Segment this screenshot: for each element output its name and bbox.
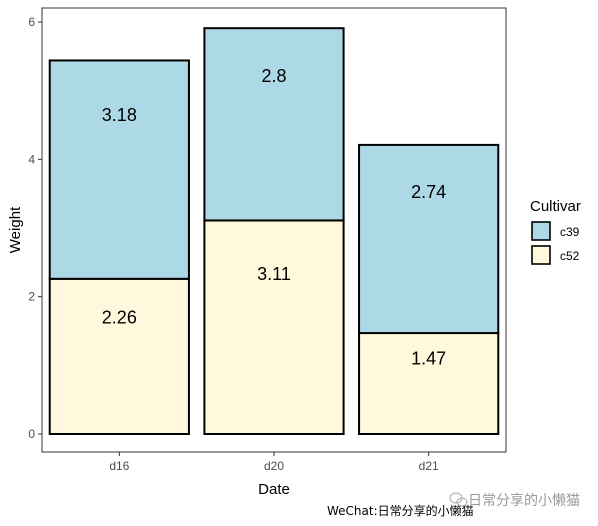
bars-group	[48, 27, 500, 435]
legend-title: Cultivar	[530, 198, 581, 215]
bar-labels-group: 2.26 3.18 3.11 2.8 1.47 2.74	[102, 66, 446, 368]
x-tick-label: d20	[264, 459, 284, 473]
bar-d20-c52	[203, 219, 345, 435]
legend-label-c52: c52	[560, 249, 580, 263]
legend: Cultivar c39 c52	[530, 198, 581, 265]
watermark: 日常分享的小懒猫	[449, 492, 580, 509]
wechat-icon	[449, 492, 468, 507]
y-tick-label: 6	[28, 15, 35, 29]
bar-d20-c39	[203, 27, 345, 222]
bar-label-d20-c39: 2.8	[261, 66, 286, 86]
y-tick-label: 0	[28, 427, 35, 441]
bar-d21-c39	[358, 143, 500, 335]
x-axis-title: Date	[258, 481, 290, 498]
caption: WeChat:日常分享的小懒猫	[327, 503, 474, 518]
bar-label-d16-c52: 2.26	[102, 308, 137, 328]
bar-label-d20-c52: 3.11	[257, 264, 291, 284]
x-tick-label: d16	[109, 459, 129, 473]
bar-label-d21-c52: 1.47	[411, 348, 446, 368]
bar-d16-c39	[48, 59, 190, 280]
watermark-text: 日常分享的小懒猫	[468, 492, 580, 509]
y-axis: 0 2 4 6	[28, 15, 42, 441]
legend-key-c39	[531, 221, 551, 241]
x-axis: d16 d20 d21	[109, 452, 439, 473]
bar-d21-c52	[358, 332, 500, 435]
y-tick-label: 2	[28, 290, 35, 304]
legend-key-c52	[531, 245, 551, 265]
legend-label-c39: c39	[560, 225, 580, 239]
y-tick-label: 4	[28, 152, 35, 166]
bar-label-d21-c39: 2.74	[411, 182, 446, 202]
bar-d16-c52	[48, 277, 190, 435]
x-tick-label: d21	[419, 459, 439, 473]
y-axis-title: Weight	[7, 206, 24, 253]
bar-label-d16-c39: 3.18	[102, 105, 137, 125]
